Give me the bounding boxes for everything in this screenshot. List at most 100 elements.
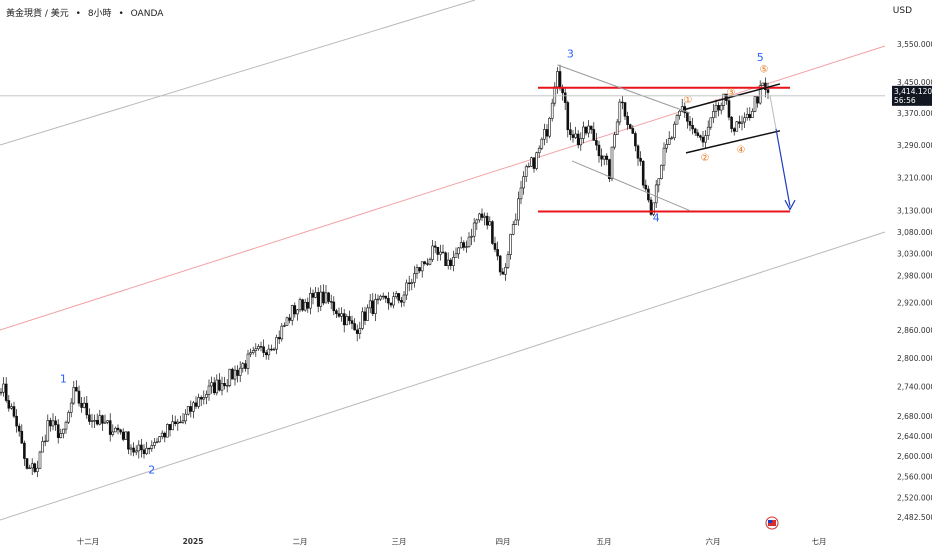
candle[interactable] (0, 387, 3, 396)
candle[interactable] (121, 428, 125, 442)
candle[interactable] (709, 117, 713, 130)
candle[interactable] (150, 440, 154, 452)
candle[interactable] (49, 417, 52, 432)
candle[interactable] (384, 295, 388, 303)
candle[interactable] (576, 130, 580, 149)
candle[interactable] (691, 117, 694, 135)
candle[interactable] (254, 343, 258, 357)
candle[interactable] (202, 390, 206, 405)
candle[interactable] (368, 294, 372, 314)
candle[interactable] (740, 115, 744, 131)
candle[interactable] (696, 129, 700, 138)
candle[interactable] (418, 267, 421, 274)
candle[interactable] (410, 278, 414, 291)
candle[interactable] (392, 291, 395, 309)
candle[interactable] (610, 146, 614, 182)
candle[interactable] (748, 107, 752, 121)
candle[interactable] (319, 285, 323, 311)
candle[interactable] (738, 115, 741, 128)
candle[interactable] (465, 240, 468, 253)
candle[interactable] (496, 241, 499, 261)
candle[interactable] (111, 424, 115, 437)
candle[interactable] (95, 413, 99, 426)
candle[interactable] (2, 377, 5, 397)
candle[interactable] (12, 401, 16, 419)
candle[interactable] (662, 142, 666, 171)
candle[interactable] (615, 118, 619, 135)
candle[interactable] (509, 233, 512, 260)
candle[interactable] (212, 377, 216, 396)
candle[interactable] (189, 400, 193, 418)
candle[interactable] (665, 139, 668, 153)
candle[interactable] (257, 344, 260, 351)
candle[interactable] (7, 395, 11, 412)
candle[interactable] (249, 348, 252, 358)
candle[interactable] (389, 302, 393, 308)
candle[interactable] (54, 416, 57, 431)
candle[interactable] (62, 428, 65, 439)
candle[interactable] (686, 111, 689, 129)
candle[interactable] (480, 208, 484, 221)
candle[interactable] (283, 322, 286, 328)
candle[interactable] (267, 344, 271, 360)
candle[interactable] (654, 179, 658, 209)
candle[interactable] (407, 275, 411, 292)
candle[interactable] (457, 246, 460, 259)
candle[interactable] (405, 279, 408, 300)
candle[interactable] (171, 414, 174, 431)
candle[interactable] (56, 419, 60, 444)
candle[interactable] (743, 112, 746, 128)
candle[interactable] (522, 171, 525, 195)
candle[interactable] (766, 82, 770, 100)
candle[interactable] (93, 414, 96, 429)
candle[interactable] (644, 179, 648, 192)
candle[interactable] (652, 202, 655, 217)
candle[interactable] (85, 395, 89, 419)
candle[interactable] (530, 156, 533, 167)
candle[interactable] (358, 321, 362, 339)
candle[interactable] (348, 310, 351, 325)
candle[interactable] (556, 67, 559, 94)
candle[interactable] (436, 246, 440, 262)
candle[interactable] (381, 292, 385, 300)
candle[interactable] (355, 324, 359, 342)
candle[interactable] (231, 367, 234, 380)
candle[interactable] (467, 232, 471, 248)
candle[interactable] (238, 361, 242, 382)
candle[interactable] (88, 408, 91, 425)
candle[interactable] (735, 120, 739, 132)
candle[interactable] (59, 428, 63, 439)
candle[interactable] (683, 102, 687, 118)
candle[interactable] (124, 431, 128, 440)
candle[interactable] (420, 261, 424, 278)
candle[interactable] (397, 292, 401, 304)
candle[interactable] (43, 434, 47, 447)
candle[interactable] (649, 196, 653, 216)
candle[interactable] (712, 103, 715, 124)
candle[interactable] (296, 309, 299, 321)
candle[interactable] (626, 111, 629, 130)
candle[interactable] (20, 424, 24, 445)
candle[interactable] (262, 339, 265, 358)
candle[interactable] (751, 108, 754, 118)
candle[interactable] (140, 438, 143, 458)
candle[interactable] (488, 216, 492, 226)
candle[interactable] (108, 413, 112, 442)
candle[interactable] (657, 178, 661, 193)
candle[interactable] (15, 409, 18, 433)
candle[interactable] (28, 464, 31, 470)
candle[interactable] (223, 376, 226, 390)
candle[interactable] (314, 287, 317, 299)
candle[interactable] (501, 267, 505, 275)
candle[interactable] (761, 82, 765, 87)
candle[interactable] (192, 400, 195, 419)
candle[interactable] (90, 413, 94, 428)
candle[interactable] (701, 130, 705, 148)
candle[interactable] (288, 314, 291, 324)
candle[interactable] (714, 99, 718, 119)
candle[interactable] (361, 307, 364, 331)
candle[interactable] (426, 258, 429, 267)
candle[interactable] (72, 380, 76, 405)
candle[interactable] (431, 239, 434, 262)
